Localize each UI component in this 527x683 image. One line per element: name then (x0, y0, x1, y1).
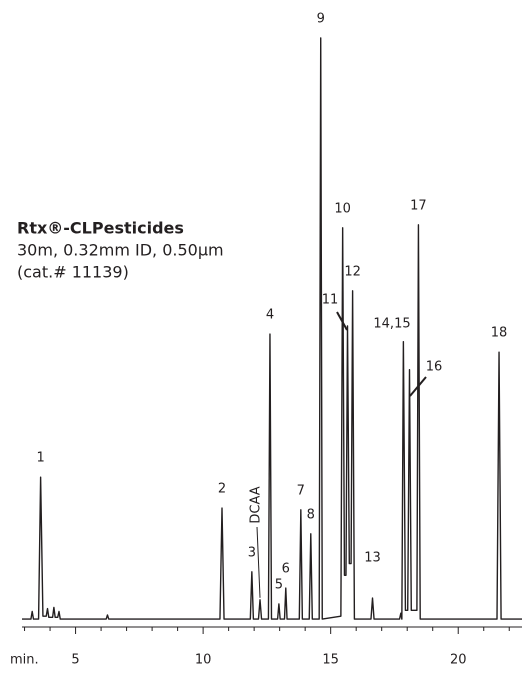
peak-label: 6 (282, 562, 290, 577)
peak-label: 1 (36, 451, 44, 466)
peak-label: 14,15 (373, 317, 410, 332)
peak-label: 13 (364, 551, 381, 566)
peak-label: 5 (275, 577, 283, 592)
peak-label: 2 (218, 482, 226, 497)
column-name: Rtx®-CLPesticides (17, 219, 184, 238)
x-tick-label: 20 (450, 653, 467, 668)
column-spec: 30m, 0.32mm ID, 0.50µm (17, 241, 224, 260)
peak-label: DCAA (249, 486, 264, 523)
x-axis-label: min. (10, 653, 39, 668)
trace (22, 37, 522, 620)
leader-line (409, 376, 427, 397)
peak-label: 3 (248, 545, 256, 560)
peak-label: 12 (344, 264, 361, 279)
x-tick-label: 10 (195, 653, 212, 668)
peak-label: 7 (297, 483, 305, 498)
x-tick-label: 15 (322, 653, 339, 668)
x-tick-label: 5 (71, 653, 79, 668)
peak-label: 17 (410, 198, 427, 213)
peak-label: 4 (266, 308, 274, 323)
peak-label: 8 (307, 507, 315, 522)
catalog-number: (cat.# 11139) (17, 263, 129, 282)
peak-label: 10 (334, 201, 351, 216)
peak-label: 11 (322, 293, 339, 308)
leader-line (256, 526, 261, 598)
peak-label: 16 (426, 360, 443, 375)
leader-line (336, 311, 348, 331)
peak-label: 9 (317, 12, 325, 27)
peak-label: 18 (491, 326, 508, 341)
